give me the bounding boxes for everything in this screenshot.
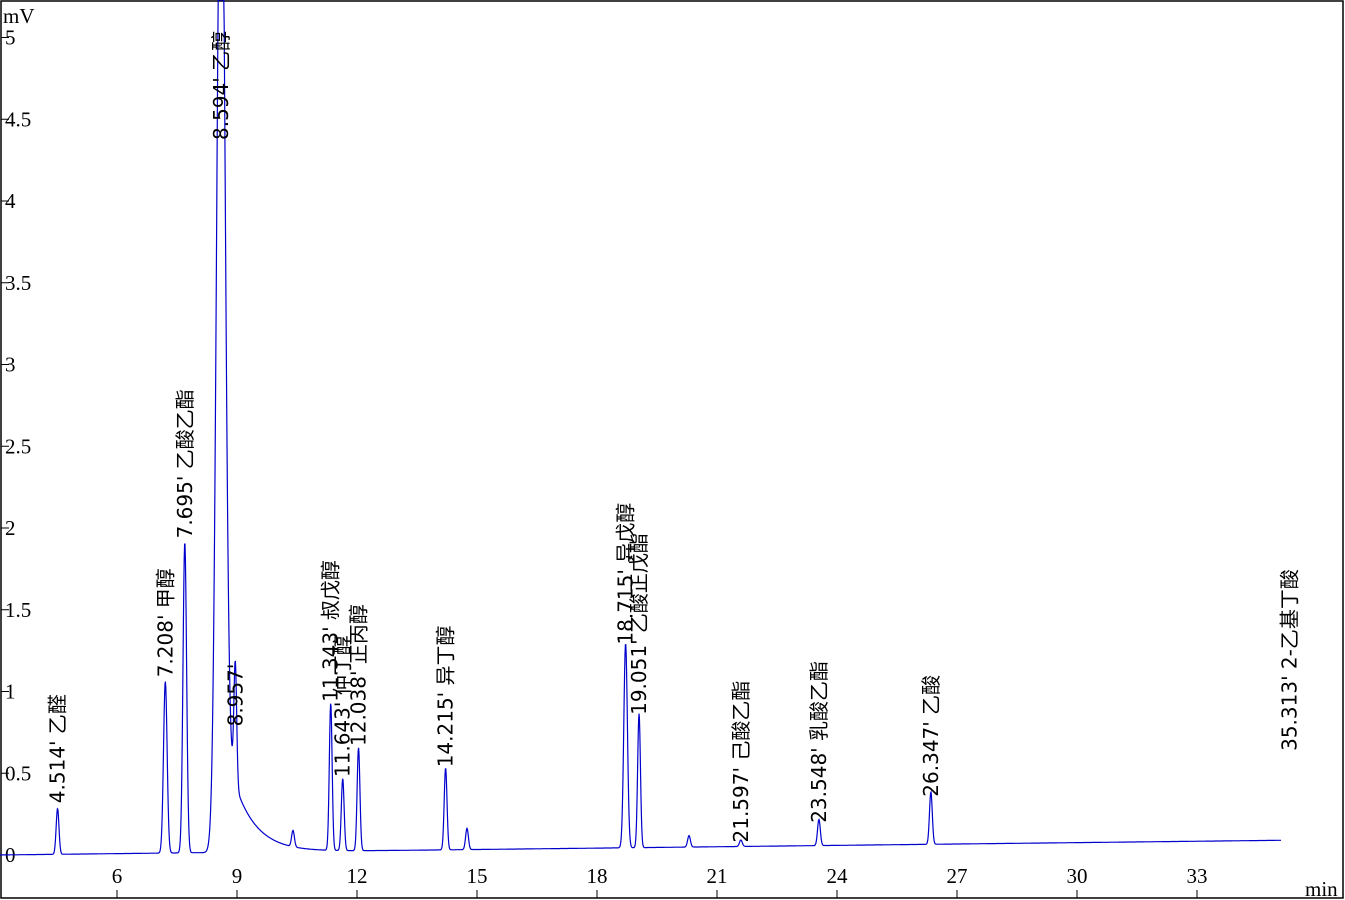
peak-label: 23.548' 乳酸乙酯: [807, 661, 831, 823]
y-tick-label: 0.5: [5, 761, 31, 785]
x-tick-label: 24: [827, 864, 849, 888]
signal-trace: [0, 0, 1281, 856]
peak-label: 7.208' 甲醇: [153, 568, 177, 677]
peak-label: 18.715' 异戊醇: [614, 503, 638, 645]
y-tick-label: 1: [5, 680, 16, 704]
peak-label: 19.051' 乙酸正戊酯: [627, 533, 651, 715]
x-tick-label: 9: [232, 864, 243, 888]
x-tick-label: 21: [707, 864, 728, 888]
y-tick-label: 1.5: [5, 598, 31, 622]
y-tick-label: 2.5: [5, 434, 31, 458]
y-tick-label: 3.5: [5, 271, 31, 295]
x-tick-label: 6: [112, 864, 123, 888]
peak-label: 14.215' 异丁醇: [434, 625, 458, 767]
peak-label: 26.347' 乙酸: [919, 675, 943, 797]
peak-labels: 4.514' 乙醛 7.208' 甲醇 7.695' 乙酸乙酯 8.594' 乙醇 8.…: [46, 31, 1302, 843]
x-axis-label: min: [1305, 877, 1338, 900]
peak-label: 21.597' 己酸乙酯: [729, 681, 753, 843]
x-tick-label: 12: [347, 864, 368, 888]
peak-label: 35.313' 2-乙基丁酸: [1278, 569, 1302, 751]
peak-label: 4.514' 乙醛: [46, 694, 70, 803]
peak-label: 12.038' 正丙醇: [347, 604, 371, 746]
y-axis-label: mV: [3, 4, 35, 28]
x-tick-label: 18: [587, 864, 608, 888]
peak-label: 11.343' 叔戊醇: [319, 560, 343, 702]
y-tick-label: 3: [5, 353, 16, 377]
x-tick-label: 27: [947, 864, 968, 888]
x-tick-label: 30: [1067, 864, 1088, 888]
y-tick-label: 4.5: [5, 107, 31, 131]
peak-label: 11.643' 仲丁醇: [331, 635, 355, 777]
x-tick-label: 15: [467, 864, 488, 888]
y-tick-label: 4: [5, 189, 16, 213]
y-tick-label: 5: [5, 26, 16, 50]
peak-label: 8.957': [223, 664, 247, 727]
peak-label: 7.695' 乙酸乙酯: [173, 389, 197, 538]
peak-label: 8.594' 乙醇: [209, 31, 233, 140]
y-tick-label: 2: [5, 516, 16, 540]
x-tick-label: 33: [1187, 864, 1208, 888]
